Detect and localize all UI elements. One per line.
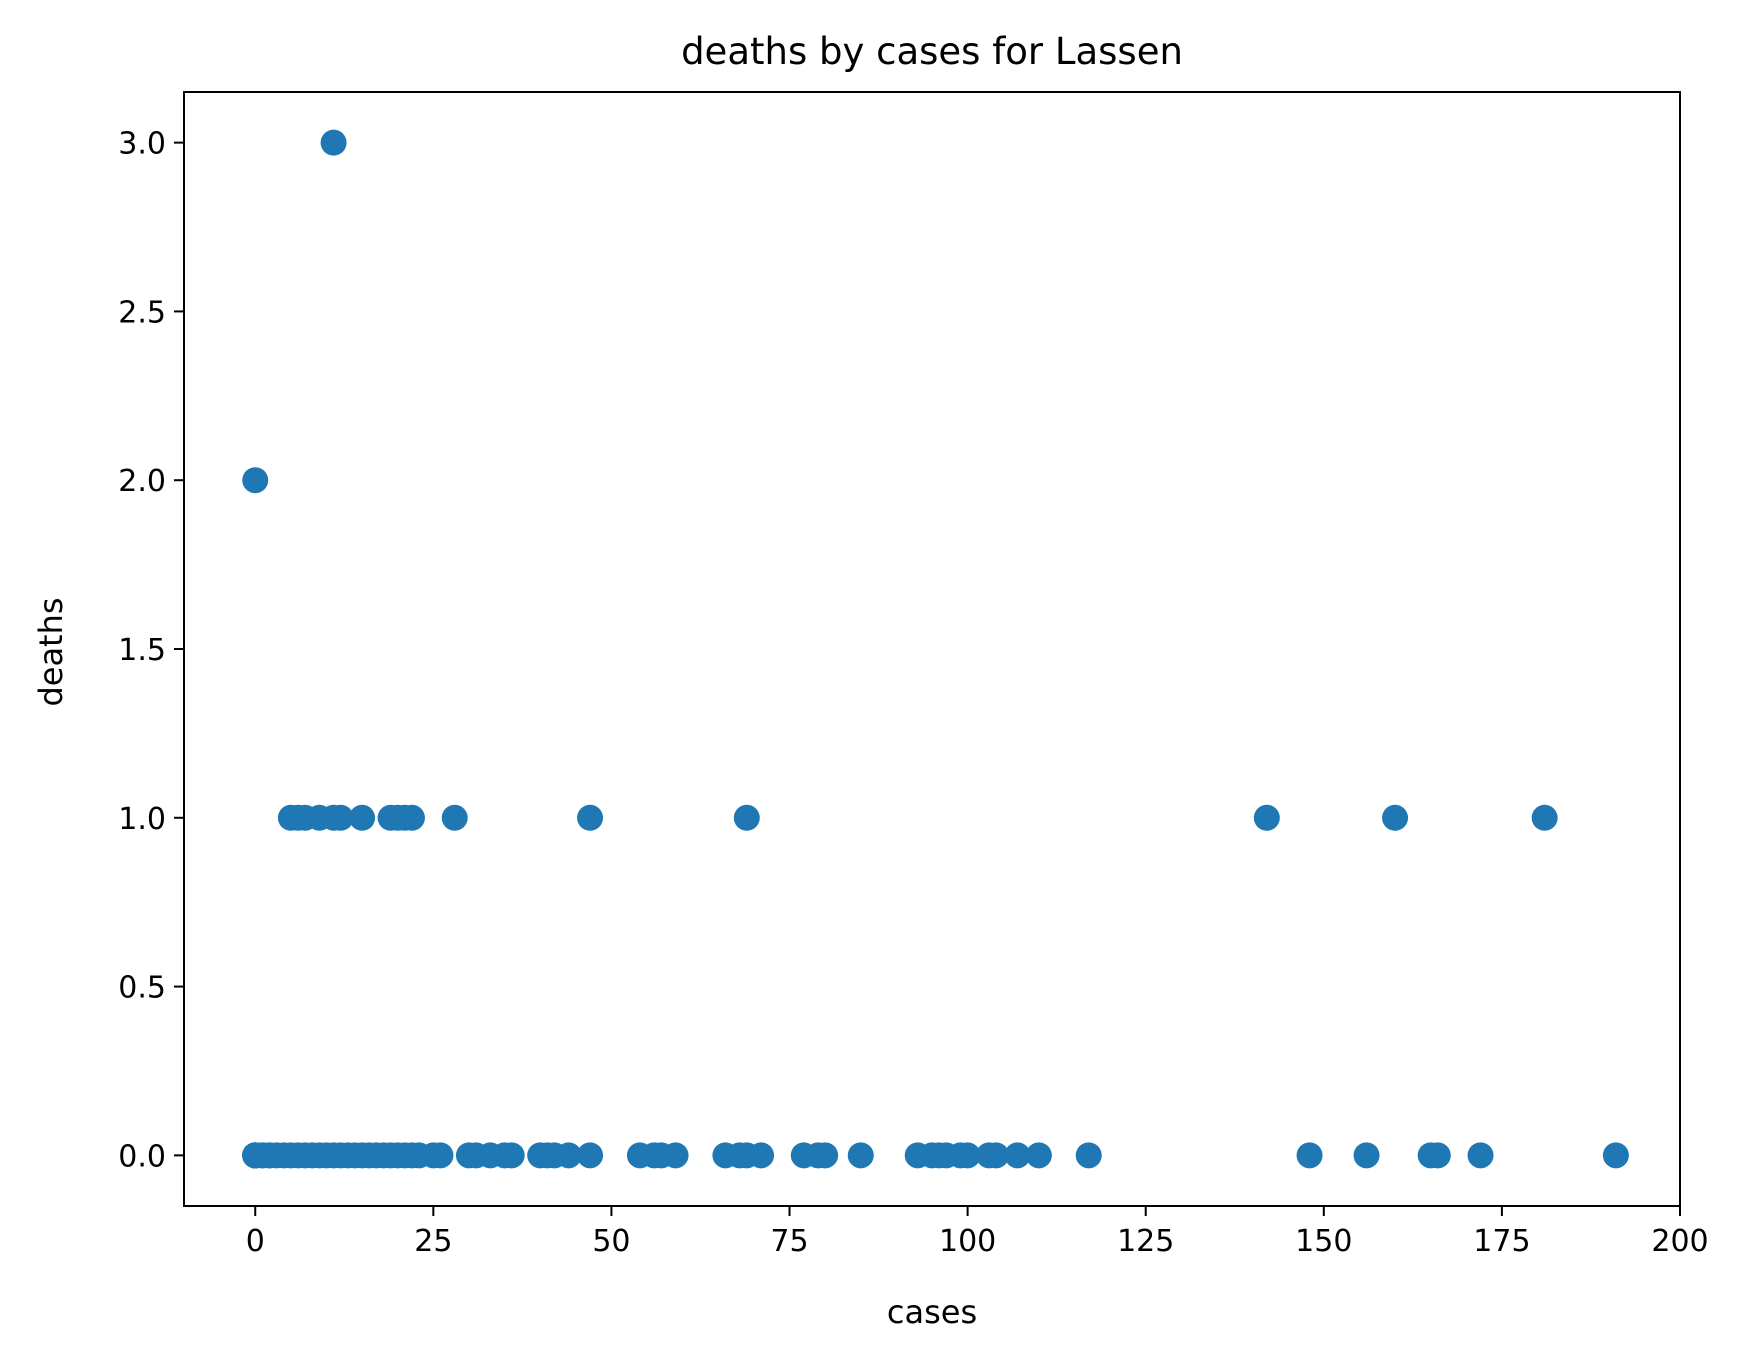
chart-title: deaths by cases for Lassen	[681, 30, 1183, 73]
data-point	[555, 1142, 582, 1169]
data-point	[327, 804, 354, 831]
x-tick-label: 200	[1651, 1224, 1708, 1259]
data-point	[577, 804, 604, 831]
x-axis-label: cases	[887, 1293, 977, 1331]
data-point	[1353, 1142, 1380, 1169]
data-point	[577, 1142, 604, 1169]
data-point	[847, 1142, 874, 1169]
data-point	[1253, 804, 1280, 831]
data-point	[1025, 1142, 1052, 1169]
data-point	[1467, 1142, 1494, 1169]
data-point	[427, 1142, 454, 1169]
x-tick-label: 0	[246, 1224, 265, 1259]
x-tick-label: 150	[1295, 1224, 1352, 1259]
y-axis: 0.0 0.5 1.0 1.5 2.0 2.5 3.0	[118, 127, 184, 1174]
data-point	[349, 804, 376, 831]
data-point	[1382, 804, 1409, 831]
data-point	[320, 129, 347, 156]
y-tick-label: 1.5	[118, 633, 166, 668]
data-point	[983, 1142, 1010, 1169]
data-point	[812, 1142, 839, 1169]
data-point	[733, 804, 760, 831]
data-point	[954, 1142, 981, 1169]
data-point	[1531, 804, 1558, 831]
x-tick-label: 175	[1473, 1224, 1530, 1259]
y-tick-label: 0.0	[118, 1139, 166, 1174]
data-point	[398, 804, 425, 831]
data-point	[1296, 1142, 1323, 1169]
y-tick-label: 0.5	[118, 971, 166, 1006]
data-point	[1075, 1142, 1102, 1169]
x-axis: 0 25 50 75 100 125 150 175 200	[246, 1206, 1709, 1259]
data-point	[498, 1142, 525, 1169]
data-point	[242, 467, 269, 494]
y-tick-label: 1.0	[118, 802, 166, 837]
y-axis-label: deaths	[32, 597, 70, 706]
y-tick-label: 2.0	[118, 464, 166, 499]
x-tick-label: 25	[414, 1224, 452, 1259]
data-point	[1004, 1142, 1031, 1169]
data-point	[1602, 1142, 1629, 1169]
y-tick-label: 2.5	[118, 295, 166, 330]
data-point	[441, 804, 468, 831]
data-points	[242, 129, 1629, 1169]
data-point	[1424, 1142, 1451, 1169]
x-tick-label: 75	[770, 1224, 808, 1259]
x-tick-label: 50	[592, 1224, 630, 1259]
y-tick-label: 3.0	[118, 127, 166, 162]
x-tick-label: 125	[1117, 1224, 1174, 1259]
data-point	[662, 1142, 689, 1169]
data-point	[748, 1142, 775, 1169]
x-tick-label: 100	[939, 1224, 996, 1259]
